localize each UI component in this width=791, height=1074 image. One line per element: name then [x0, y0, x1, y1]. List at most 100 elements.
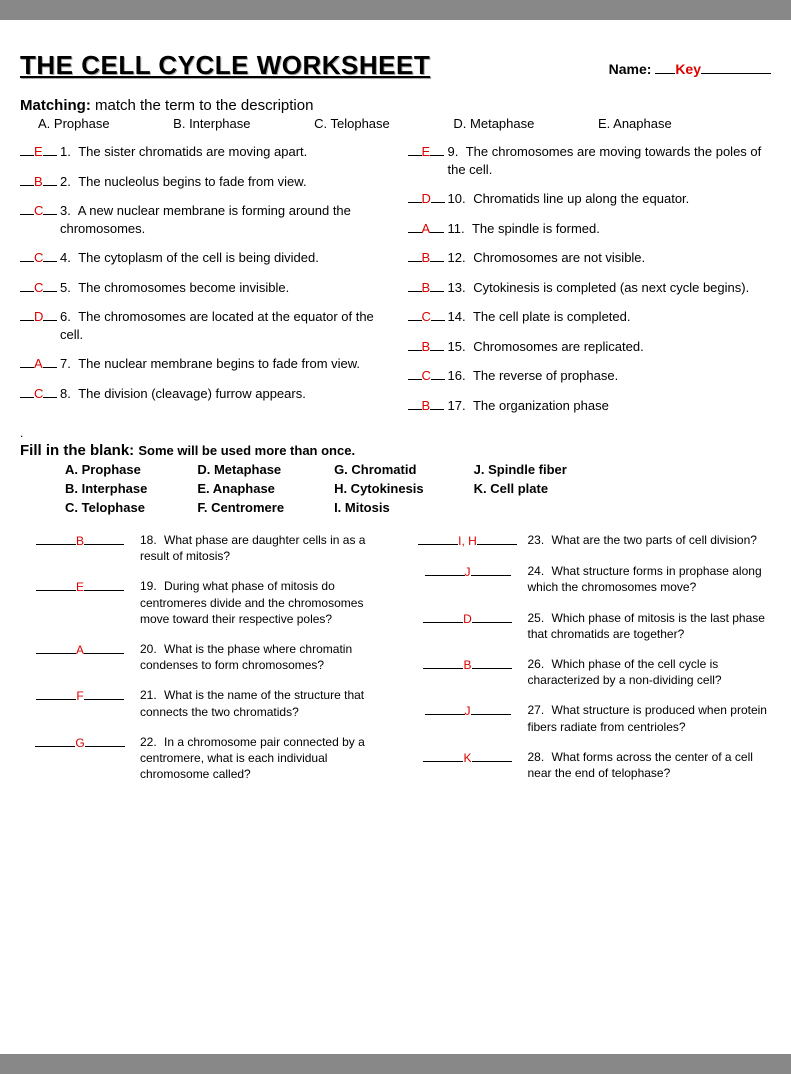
question-text: 1. The sister chromatids are moving apar… — [60, 143, 384, 161]
answer-letter: C — [34, 250, 43, 265]
question-text: 18. What phase are daughter cells in as … — [140, 532, 384, 564]
option-e: E. Anaphase — [598, 116, 672, 131]
question-text: 12. Chromosomes are not visible. — [448, 249, 772, 267]
answer-slot: C — [20, 202, 60, 237]
fill-options: A. ProphaseB. InterphaseC. Telophase D. … — [65, 461, 771, 518]
fill-option: J. Spindle fiber — [474, 461, 567, 480]
answer-letter: D — [463, 612, 472, 626]
answer-letter: C — [34, 280, 43, 295]
matching-item: C 8. The division (cleavage) furrow appea… — [20, 385, 384, 403]
answer-slot: A — [20, 355, 60, 373]
matching-item: C 4. The cytoplasm of the cell is being d… — [20, 249, 384, 267]
question-text: 6. The chromosomes are located at the eq… — [60, 308, 384, 343]
question-text: 4. The cytoplasm of the cell is being di… — [60, 249, 384, 267]
matching-item: E1. The sister chromatids are moving apa… — [20, 143, 384, 161]
fill-item: I, H 23. What are the two parts of cell d… — [408, 532, 772, 549]
fill-options-col4: J. Spindle fiberK. Cell plate — [474, 461, 567, 518]
answer-slot: I, H — [408, 532, 528, 549]
answer-letter: B — [422, 280, 431, 295]
matching-item: C 5. The chromosomes become invisible. — [20, 279, 384, 297]
answer-letter: C — [34, 203, 43, 218]
fill-item: E19. During what phase of mitosis do cen… — [20, 578, 384, 627]
fill-left-col: B 18. What phase are daughter cells in as… — [20, 532, 384, 796]
question-text: 16. The reverse of prophase. — [448, 367, 772, 385]
answer-letter: E — [76, 580, 84, 594]
answer-slot: B — [408, 279, 448, 297]
answer-letter: B — [76, 534, 84, 548]
answer-slot: G — [20, 734, 140, 783]
answer-slot: E — [20, 578, 140, 627]
fill-item: D25. Which phase of mitosis is the last … — [408, 610, 772, 642]
header: THE CELL CYCLE WORKSHEET Name: Key — [20, 50, 771, 81]
answer-letter: I, H — [458, 534, 477, 548]
option-b: B. Interphase — [173, 116, 250, 131]
question-text: 22. In a chromosome pair connected by a … — [140, 734, 384, 783]
fill-options-col3: G. ChromatidH. CytokinesisI. Mitosis — [334, 461, 424, 518]
matching-heading: Matching: match the term to the descript… — [20, 97, 771, 114]
question-text: 13. Cytokinesis is completed (as next cy… — [448, 279, 772, 297]
answer-slot: K — [408, 749, 528, 781]
answer-letter: A — [34, 356, 43, 371]
answer-letter: G — [75, 736, 84, 750]
question-text: 15. Chromosomes are replicated. — [448, 338, 772, 356]
answer-letter: C — [34, 386, 43, 401]
answer-letter: E — [422, 144, 431, 159]
fill-item: G 22. In a chromosome pair connected by a… — [20, 734, 384, 783]
question-text: 8. The division (cleavage) furrow appear… — [60, 385, 384, 403]
worksheet-page: THE CELL CYCLE WORKSHEET Name: Key Match… — [0, 20, 791, 1054]
answer-letter: K — [463, 751, 471, 765]
matching-item: E9. The chromosomes are moving towards t… — [408, 143, 772, 178]
answer-slot: B — [408, 249, 448, 267]
name-label: Name: — [609, 61, 652, 77]
matching-title: Matching: — [20, 97, 91, 114]
fill-item: B 18. What phase are daughter cells in as… — [20, 532, 384, 564]
question-text: 14. The cell plate is completed. — [448, 308, 772, 326]
question-text: 10. Chromatids line up along the equator… — [448, 190, 772, 208]
answer-key: Key — [675, 61, 701, 77]
matching-item: B2. The nucleolus begins to fade from vi… — [20, 173, 384, 191]
fill-item: J24. What structure forms in prophase al… — [408, 563, 772, 595]
answer-letter: F — [76, 689, 83, 703]
fill-option: F. Centromere — [197, 499, 284, 518]
fill-options-col2: D. MetaphaseE. AnaphaseF. Centromere — [197, 461, 284, 518]
answer-slot: C — [20, 279, 60, 297]
matching-item: C 16. The reverse of prophase. — [408, 367, 772, 385]
fill-option: D. Metaphase — [197, 461, 284, 480]
answer-slot: A — [408, 220, 448, 238]
question-text: 11. The spindle is formed. — [448, 220, 772, 238]
fill-option: K. Cell plate — [474, 480, 567, 499]
fill-options-col1: A. ProphaseB. InterphaseC. Telophase — [65, 461, 147, 518]
option-c: C. Telophase — [314, 116, 390, 131]
question-text: 20. What is the phase where chromatin co… — [140, 641, 384, 673]
question-text: 24. What structure forms in prophase alo… — [528, 563, 772, 595]
answer-letter: D — [34, 309, 43, 324]
fill-option: E. Anaphase — [197, 480, 284, 499]
fill-item: J27. What structure is produced when pro… — [408, 702, 772, 734]
answer-letter: B — [422, 250, 431, 265]
answer-slot: C — [20, 385, 60, 403]
matching-item: A11. The spindle is formed. — [408, 220, 772, 238]
fill-option: I. Mitosis — [334, 499, 424, 518]
matching-item: C14. The cell plate is completed. — [408, 308, 772, 326]
matching-item: B15. Chromosomes are replicated. — [408, 338, 772, 356]
answer-slot: D — [20, 308, 60, 343]
answer-slot: E — [20, 143, 60, 161]
answer-slot: J — [408, 563, 528, 595]
fill-option: H. Cytokinesis — [334, 480, 424, 499]
question-text: 28. What forms across the center of a ce… — [528, 749, 772, 781]
matching-item: D 6. The chromosomes are located at the e… — [20, 308, 384, 343]
answer-slot: E — [408, 143, 448, 178]
blank-line — [701, 73, 771, 74]
question-text: 5. The chromosomes become invisible. — [60, 279, 384, 297]
matching-item: B 13. Cytokinesis is completed (as next c… — [408, 279, 772, 297]
answer-letter: C — [422, 368, 431, 383]
answer-slot: D — [408, 610, 528, 642]
fill-item: A20. What is the phase where chromatin c… — [20, 641, 384, 673]
fill-right-col: I, H 23. What are the two parts of cell d… — [408, 532, 772, 796]
fill-heading: Fill in the blank: Some will be used mor… — [20, 442, 771, 459]
fill-sub: Some will be used more than once. — [138, 443, 355, 458]
matching-section: E1. The sister chromatids are moving apa… — [20, 143, 771, 426]
question-text: 21. What is the name of the structure th… — [140, 687, 384, 719]
question-text: 23. What are the two parts of cell divis… — [528, 532, 772, 549]
matching-item: A7. The nuclear membrane begins to fade … — [20, 355, 384, 373]
